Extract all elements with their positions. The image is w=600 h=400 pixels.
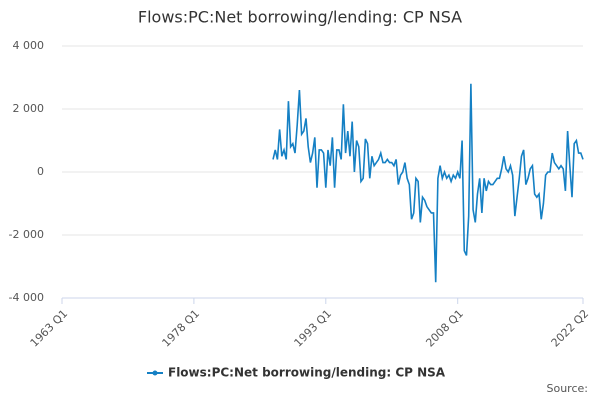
source: Source: xyxy=(547,382,589,395)
x-tick-label: 2008 Q1 xyxy=(423,307,466,350)
y-tick-label: -4 000 xyxy=(9,291,44,304)
y-tick-label: 4 000 xyxy=(13,39,45,52)
y-tick-label: -2 000 xyxy=(9,228,44,241)
y-tick-label: 0 xyxy=(37,165,44,178)
x-tick-label: 1978 Q1 xyxy=(160,307,203,350)
x-tick-label: 1963 Q1 xyxy=(28,307,71,350)
series-line xyxy=(272,83,584,283)
x-tick-label: 2022 Q2 xyxy=(549,307,592,350)
x-tick-label: 1993 Q1 xyxy=(292,307,335,350)
y-tick-label: 2 000 xyxy=(13,102,45,115)
legend-label: Flows:PC:Net borrowing/lending: CP NSA xyxy=(168,366,446,380)
legend-marker xyxy=(152,370,158,376)
chart-title: Flows:PC:Net borrowing/lending: CP NSA xyxy=(138,8,462,27)
